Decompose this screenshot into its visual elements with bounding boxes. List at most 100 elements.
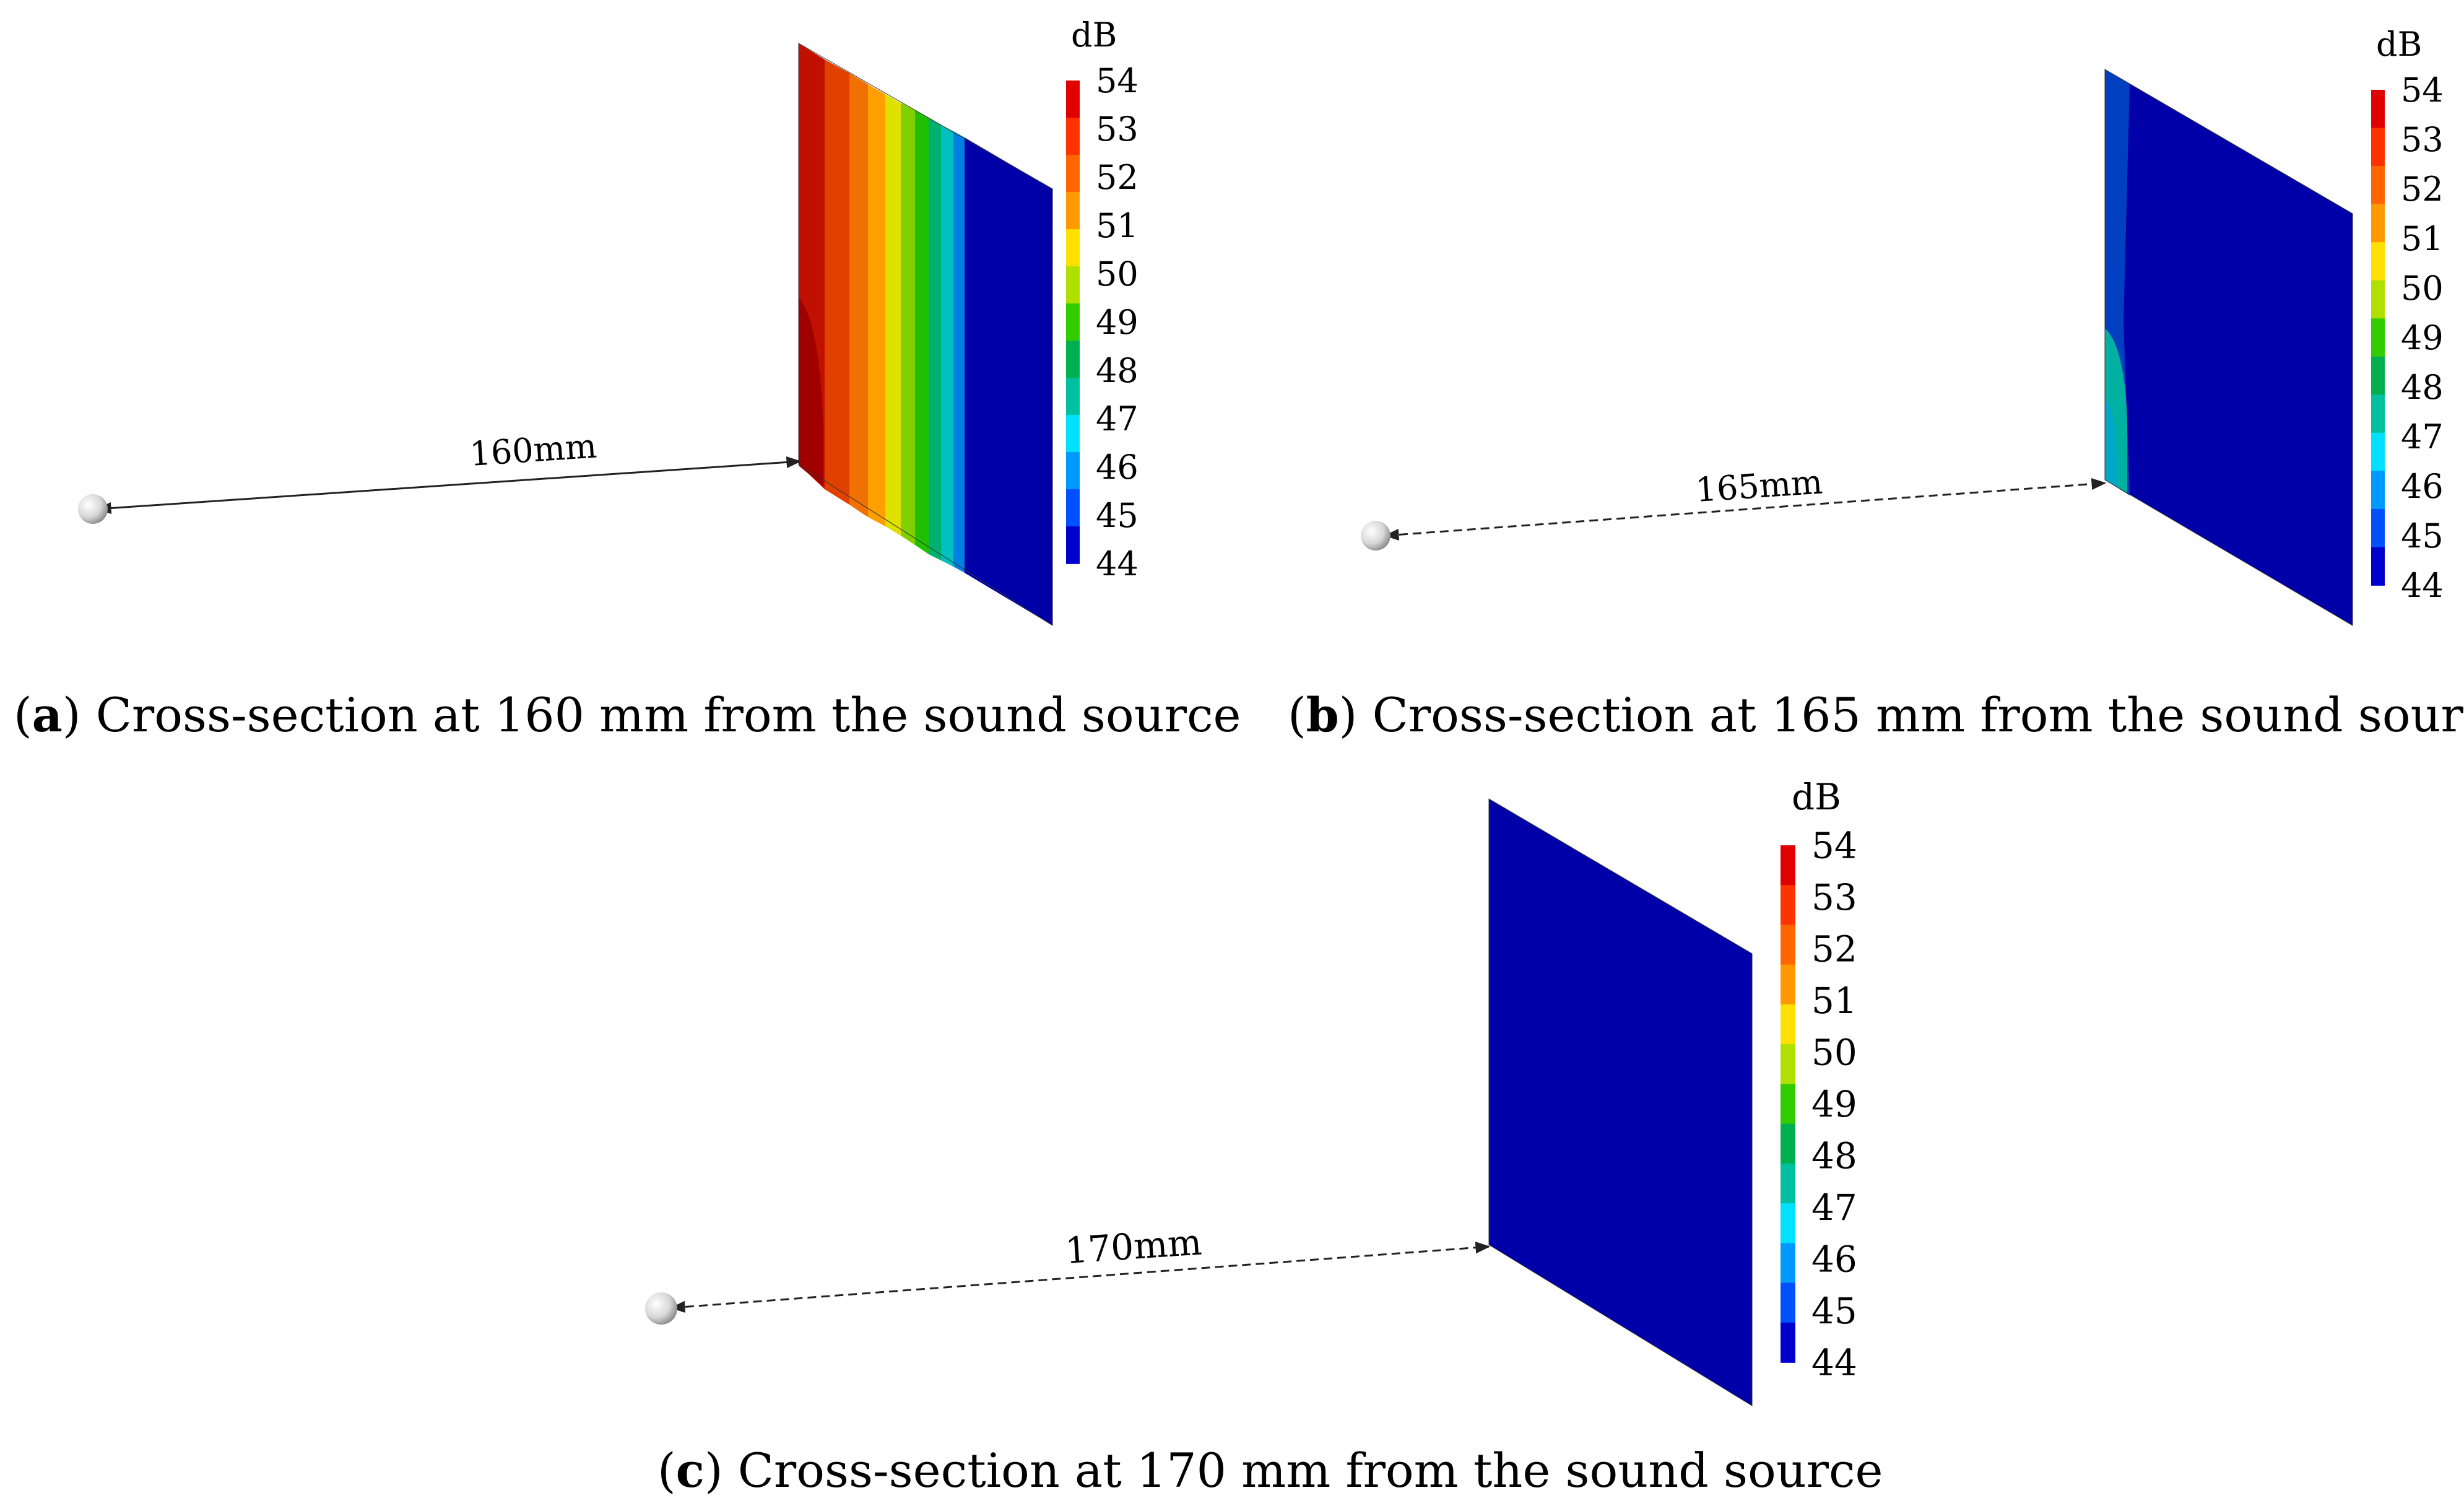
colorbar-tick-label: 48 xyxy=(1096,351,1139,390)
caption-text-a: ) Cross-section at 160 mm from the sound… xyxy=(62,687,1241,742)
colorbar-swatch xyxy=(1781,1322,1795,1363)
colorbar-tick-label: 46 xyxy=(2401,467,2444,506)
colorbar-tick-label: 47 xyxy=(2401,417,2444,456)
colorbar-tick-label: 49 xyxy=(2401,318,2444,357)
colorbar-tick-label: 50 xyxy=(1096,255,1139,294)
colorbar-swatch xyxy=(2371,242,2385,281)
colorbar-swatch xyxy=(1066,341,1080,378)
colorbar-swatch xyxy=(2371,166,2385,205)
colorbar-tick-label: 52 xyxy=(1811,928,1857,970)
colorbar-swatch xyxy=(2371,547,2385,586)
colorbar-unit-b: dB xyxy=(2376,25,2422,64)
colorbar-tick-label: 51 xyxy=(1096,206,1139,245)
caption-letter-a: a xyxy=(32,687,63,742)
panel-a: 160mm dB 54 53 52 51 50 49 48 47 46 45 44 xyxy=(78,15,1139,626)
colorbar-swatch xyxy=(1781,845,1795,886)
colorbar-swatch xyxy=(1066,81,1080,118)
colorbar-swatch xyxy=(2371,394,2385,433)
colorbar-swatch xyxy=(1066,415,1080,453)
contour-plane-b xyxy=(2104,69,2353,626)
colorbar-swatch xyxy=(1781,1004,1795,1045)
colorbar-swatches-a xyxy=(1066,81,1080,564)
colorbar-tick-label: 52 xyxy=(2401,170,2444,209)
distance-line-b xyxy=(1384,478,2107,541)
colorbar-swatch xyxy=(1781,925,1795,965)
colorbar-swatch xyxy=(1781,1243,1795,1284)
colorbar-swatch xyxy=(2371,356,2385,396)
colorbar-unit-c: dB xyxy=(1792,776,1841,818)
caption-b: (b) Cross-section at 165 mm from the sou… xyxy=(1288,687,2464,742)
colorbar-tick-label: 45 xyxy=(2401,516,2444,555)
colorbar-swatch xyxy=(1781,1084,1795,1125)
colorbar-swatch xyxy=(1781,1282,1795,1323)
colorbar-swatch xyxy=(2371,90,2385,129)
colorbar-tick-label: 54 xyxy=(1096,61,1139,100)
colorbar-tick-label: 50 xyxy=(1811,1031,1857,1073)
distance-line-c xyxy=(670,1242,1491,1313)
distance-label-c: 170mm xyxy=(1064,1221,1203,1271)
colorbar-swatch xyxy=(1066,118,1080,155)
caption-letter-c: c xyxy=(675,1443,705,1498)
distance-line-a xyxy=(96,456,802,515)
colorbar-swatch xyxy=(1781,1044,1795,1085)
colorbar-swatch xyxy=(1066,229,1080,267)
colorbar-swatches-b xyxy=(2371,90,2385,586)
colorbar-swatch xyxy=(1066,303,1080,341)
colorbar-tick-label: 49 xyxy=(1811,1083,1857,1125)
colorbar-tick-label: 46 xyxy=(1811,1238,1857,1280)
colorbar-swatch xyxy=(1781,1163,1795,1204)
colorbar-swatches-c xyxy=(1781,845,1795,1363)
colorbar-tick-label: 51 xyxy=(2401,219,2444,258)
colorbar-tick-label: 46 xyxy=(1096,448,1139,487)
colorbar-swatch xyxy=(2371,280,2385,319)
colorbar-swatch xyxy=(2371,471,2385,510)
colorbar-tick-label: 44 xyxy=(1096,544,1139,583)
colorbar-swatch xyxy=(2371,508,2385,548)
colorbar-b: dB 54 53 52 51 50 49 48 47 46 45 44 xyxy=(2371,25,2444,605)
colorbar-tick-label: 44 xyxy=(2401,566,2444,605)
colorbar-a: dB 54 53 52 51 50 49 48 47 46 45 44 xyxy=(1066,15,1139,583)
colorbar-tick-label: 53 xyxy=(1811,876,1857,918)
colorbar-ticks-b: 54 53 52 51 50 49 48 47 46 45 44 xyxy=(2401,71,2444,605)
colorbar-swatch xyxy=(1066,489,1080,527)
colorbar-tick-label: 53 xyxy=(2401,120,2444,159)
colorbar-tick-label: 45 xyxy=(1096,496,1139,535)
colorbar-tick-label: 48 xyxy=(1811,1134,1857,1177)
caption-text-b: ) Cross-section at 165 mm from the sound… xyxy=(1338,687,2464,742)
colorbar-swatch xyxy=(1066,266,1080,304)
colorbar-ticks-c: 54 53 52 51 50 49 48 47 46 45 44 xyxy=(1811,824,1857,1383)
colorbar-tick-label: 49 xyxy=(1096,303,1139,342)
contour-plane-c xyxy=(1488,798,1753,1406)
colorbar-swatch xyxy=(1066,452,1080,490)
colorbar-ticks-a: 54 53 52 51 50 49 48 47 46 45 44 xyxy=(1096,61,1139,583)
distance-label-b: 165mm xyxy=(1694,462,1824,509)
colorbar-swatch xyxy=(2371,128,2385,167)
colorbar-swatch xyxy=(1781,1203,1795,1244)
colorbar-swatch xyxy=(1066,378,1080,416)
colorbar-swatch xyxy=(1781,964,1795,1005)
sound-source-icon-b xyxy=(1361,521,1390,551)
panel-c: 170mm dB 54 53 52 51 50 49 48 47 46 45 44 xyxy=(645,776,1857,1406)
colorbar-swatch xyxy=(1781,1123,1795,1164)
colorbar-tick-label: 54 xyxy=(1811,824,1857,866)
caption-text-c: ) Cross-section at 170 mm from the sound… xyxy=(704,1443,1883,1498)
colorbar-tick-label: 44 xyxy=(1811,1341,1857,1383)
caption-c: (c) Cross-section at 170 mm from the sou… xyxy=(657,1443,1883,1498)
caption-a: (a) Cross-section at 160 mm from the sou… xyxy=(14,687,1241,742)
colorbar-tick-label: 47 xyxy=(1096,399,1139,438)
colorbar-tick-label: 54 xyxy=(2401,71,2444,110)
colorbar-unit-a: dB xyxy=(1071,15,1117,54)
contour-plane-a xyxy=(798,43,1053,626)
sound-source-icon-a xyxy=(78,494,108,524)
colorbar-swatch xyxy=(1066,526,1080,564)
colorbar-tick-label: 50 xyxy=(2401,269,2444,308)
sound-source-icon-c xyxy=(645,1292,677,1325)
colorbar-tick-label: 48 xyxy=(2401,368,2444,407)
caption-letter-b: b xyxy=(1306,687,1339,742)
colorbar-swatch xyxy=(2371,204,2385,243)
panel-b: 165mm dB 54 53 52 51 50 49 48 47 46 45 44 xyxy=(1361,25,2444,626)
colorbar-tick-label: 47 xyxy=(1811,1187,1857,1229)
colorbar-swatch xyxy=(2371,318,2385,357)
colorbar-swatch xyxy=(1066,192,1080,230)
